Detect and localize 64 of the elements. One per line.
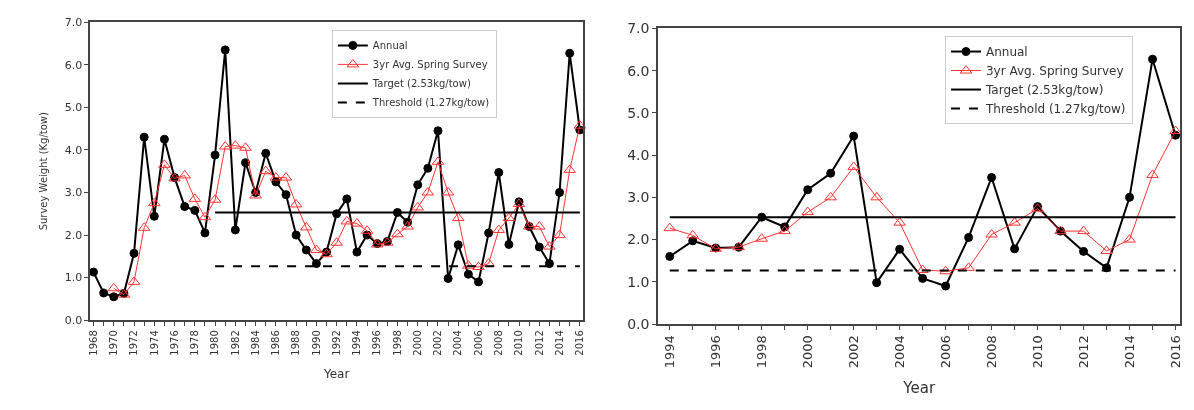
- x-tick-label: 2004: [452, 330, 464, 356]
- legend-label: Target (2.53kg/tow): [984, 83, 1104, 98]
- x-tick-label: 1998: [753, 335, 769, 369]
- x-tick-label: 2012: [533, 330, 545, 356]
- x-tick-label: 1986: [270, 330, 282, 356]
- x-tick-label: 2010: [513, 330, 525, 356]
- y-tick-label: 0.0: [627, 315, 650, 332]
- x-tick-label: 1996: [371, 330, 383, 356]
- y-tick-label: 6.0: [64, 58, 83, 72]
- x-tick-label: 1972: [128, 330, 140, 356]
- y-tick-label: 4.0: [627, 146, 650, 163]
- y-tick-label: 4.0: [64, 143, 83, 157]
- x-tick-label: 2010: [1029, 335, 1045, 369]
- y-axis-title: Survey Weight (Kg/tow): [38, 111, 50, 231]
- legend-label: Threshold (1.27kg/tow): [371, 97, 490, 109]
- x-tick-label: 1970: [108, 330, 120, 356]
- y-tick-label: 5.0: [627, 104, 650, 121]
- y-tick-label: 2.0: [64, 228, 83, 242]
- x-tick-label: 2012: [1075, 335, 1091, 369]
- x-tick-label: 1978: [189, 330, 201, 356]
- y-tick-label: 3.0: [627, 189, 650, 206]
- x-tick-label: 1998: [391, 330, 403, 356]
- x-tick-label: 2014: [1121, 335, 1137, 369]
- x-tick-label: 1980: [209, 330, 221, 356]
- x-tick-label: 1994: [351, 330, 363, 356]
- legend-label: 3yr Avg. Spring Survey: [985, 64, 1124, 79]
- x-tick-label: 2016: [574, 330, 586, 356]
- x-tick-label: 1990: [310, 330, 322, 356]
- y-tick-label: 1.0: [64, 271, 83, 285]
- y-tick-label: 2.0: [627, 231, 650, 248]
- x-tick-label: 1996: [707, 335, 723, 369]
- legend-label: 3yr Avg. Spring Survey: [372, 59, 488, 71]
- x-tick-label: 1976: [168, 330, 180, 356]
- x-tick-label: 1988: [290, 330, 302, 356]
- x-tick-label: 1994: [661, 335, 677, 369]
- x-tick-label: 1982: [229, 330, 241, 356]
- x-tick-label: 2002: [432, 330, 444, 356]
- x-tick-label: 2014: [553, 330, 565, 356]
- x-axis-title: Year: [902, 378, 936, 397]
- legend-label: Annual: [985, 45, 1028, 60]
- x-tick-label: 2004: [891, 335, 907, 369]
- x-tick-label: 1992: [330, 330, 342, 356]
- x-tick-label: 2008: [493, 330, 505, 356]
- y-tick-label: 6.0: [627, 62, 650, 79]
- y-tick-label: 3.0: [64, 186, 83, 200]
- x-tick-label: 2000: [799, 335, 815, 369]
- x-tick-label: 1968: [87, 330, 99, 356]
- x-tick-label: 2008: [983, 335, 999, 369]
- x-tick-label: 1984: [249, 330, 261, 356]
- x-tick-label: 2006: [937, 335, 953, 369]
- x-tick-label: 2000: [411, 330, 423, 356]
- y-tick-label: 7.0: [627, 20, 650, 37]
- y-tick-label: 1.0: [627, 273, 650, 290]
- x-axis-title: Year: [322, 367, 350, 382]
- y-tick-label: 0.0: [64, 314, 83, 328]
- y-tick-label: 5.0: [64, 101, 83, 115]
- legend-label: Threshold (1.27kg/tow): [984, 102, 1126, 117]
- x-tick-label: 1974: [148, 330, 160, 356]
- x-tick-label: 2006: [472, 330, 484, 356]
- legend-label: Target (2.53kg/tow): [371, 78, 471, 90]
- x-tick-label: 2002: [845, 335, 861, 369]
- x-tick-label: 2016: [1167, 335, 1183, 369]
- legend-label: Annual: [372, 40, 408, 52]
- y-tick-label: 7.0: [64, 16, 83, 30]
